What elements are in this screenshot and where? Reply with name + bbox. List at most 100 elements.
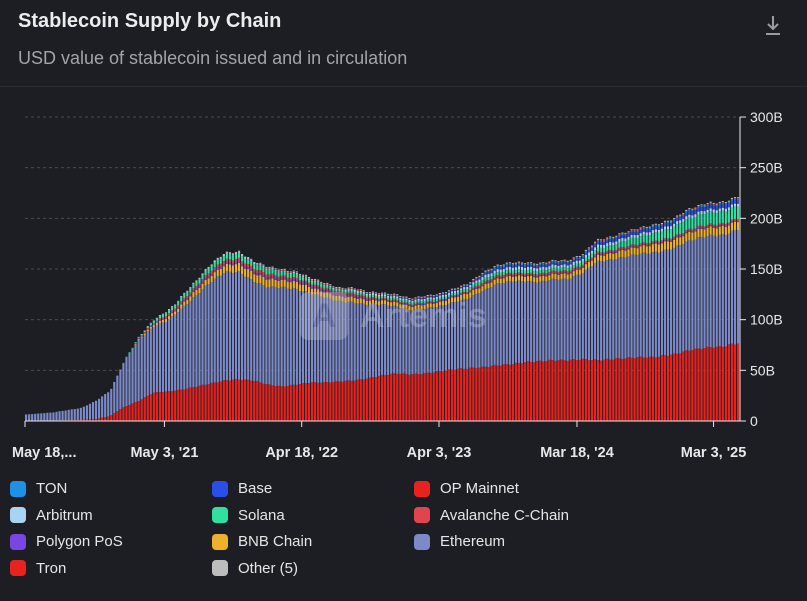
bar-segment [402, 303, 405, 305]
bar-segment [301, 284, 305, 292]
bar-segment [682, 235, 685, 237]
bar-segment [660, 224, 664, 225]
legend-label: Avalanche C-Chain [440, 506, 569, 524]
legend-item[interactable]: Tron [10, 560, 66, 577]
bar-segment [666, 229, 670, 239]
legend-item[interactable]: BNB Chain [212, 533, 312, 550]
bar-segment [204, 277, 207, 280]
bar-segment [332, 300, 335, 382]
bar-segment [593, 241, 597, 243]
bar-segment [280, 279, 283, 287]
legend-item[interactable]: Arbitrum [10, 507, 93, 524]
legend-item[interactable]: TON [10, 480, 67, 497]
bar-segment [265, 384, 268, 421]
bar-segment [654, 225, 657, 227]
bar-segment [362, 379, 365, 421]
bar-segment [572, 276, 575, 360]
bar-segment [593, 263, 597, 360]
legend-label: Other (5) [238, 559, 299, 577]
bar-segment [374, 297, 378, 300]
bar-segment [523, 276, 527, 282]
bar-segment [575, 257, 578, 258]
bar-segment [539, 273, 542, 276]
x-tick-label: May 18,... [12, 445, 76, 461]
bar-segment [454, 296, 457, 298]
bar-segment [377, 296, 381, 299]
bar-segment [314, 279, 317, 281]
bar-segment [463, 286, 466, 288]
bar-segment [253, 269, 256, 273]
bar-segment [478, 282, 481, 286]
bar-segment [615, 235, 618, 237]
bar-segment [487, 269, 490, 271]
bar-segment [186, 299, 189, 305]
bar-segment [380, 298, 384, 300]
bar-segment [177, 301, 180, 302]
bar-segment [411, 305, 414, 307]
bar-segment [195, 287, 198, 290]
bar-segment [326, 292, 329, 298]
bar-segment [654, 251, 657, 358]
bar-segment [387, 305, 390, 376]
bar-segment [578, 257, 581, 258]
bar-segment [98, 398, 101, 419]
bar-segment [70, 409, 73, 421]
legend-item[interactable]: Solana [212, 507, 285, 524]
bar-segment [259, 382, 262, 421]
bar-segment [171, 306, 174, 308]
bar-segment [402, 297, 405, 299]
bar-segment [618, 238, 621, 242]
bar-segment [314, 284, 317, 287]
bar-segment [405, 300, 408, 303]
bar-segment [691, 232, 694, 241]
bar-segment [530, 266, 533, 270]
bar-segment [545, 273, 548, 276]
bar-segment [256, 273, 259, 276]
bar-segment [241, 264, 244, 267]
bar-segment [262, 285, 265, 384]
legend-item[interactable]: Polygon PoS [10, 533, 123, 550]
bar-segment [639, 230, 642, 234]
bar-segment [283, 275, 286, 278]
bar-segment [721, 202, 724, 204]
bar-segment [152, 320, 155, 323]
bar-segment [590, 259, 594, 261]
bar-segment [606, 238, 609, 239]
bar-segment [307, 279, 311, 283]
legend-item[interactable]: OP Mainnet [414, 480, 519, 497]
bar-segment [307, 278, 311, 280]
bar-segment [730, 198, 734, 200]
bar-segment [673, 239, 676, 248]
legend-item[interactable]: Other (5) [212, 560, 298, 577]
bar-segment [584, 261, 587, 264]
bar-segment [466, 294, 469, 300]
bar-segment [642, 227, 645, 228]
bar-segment [210, 265, 213, 271]
bar-segment [493, 278, 496, 280]
bar-segment [493, 267, 496, 268]
legend-item[interactable]: Avalanche C-Chain [414, 507, 569, 524]
bar-segment [374, 295, 378, 298]
bar-segment [450, 296, 454, 298]
bar-segment [615, 252, 618, 260]
bar-segment [140, 335, 143, 336]
download-icon[interactable] [760, 12, 786, 38]
bar-segment [587, 252, 591, 256]
bar-segment [338, 286, 341, 288]
bar-segment [426, 299, 429, 302]
legend-item[interactable]: Base [212, 480, 272, 497]
legend-item[interactable]: Ethereum [414, 533, 505, 550]
bar-segment [304, 277, 308, 281]
bar-segment [180, 302, 183, 305]
bar-segment [365, 299, 368, 301]
bar-segment [636, 238, 639, 246]
bar-segment [350, 287, 353, 289]
bar-segment [569, 278, 572, 360]
bar-segment [688, 209, 691, 211]
bar-segment [536, 282, 539, 361]
bar-segment [344, 290, 347, 292]
bar-segment [259, 283, 262, 383]
bar-segment [256, 283, 259, 382]
bar-segment [426, 302, 429, 304]
